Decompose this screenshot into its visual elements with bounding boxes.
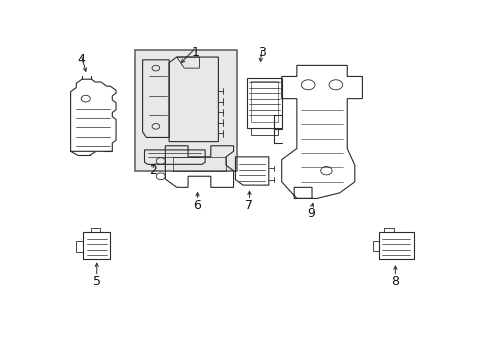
Text: 2: 2 — [148, 164, 157, 177]
Text: 3: 3 — [258, 46, 265, 59]
Text: 5: 5 — [93, 275, 101, 288]
Text: 6: 6 — [193, 199, 201, 212]
Bar — [384, 228, 393, 232]
Bar — [250, 81, 277, 122]
Text: 8: 8 — [390, 275, 399, 288]
Text: 4: 4 — [77, 53, 85, 66]
Bar — [135, 50, 237, 171]
Text: 7: 7 — [245, 199, 253, 212]
Bar — [173, 157, 225, 171]
Bar — [90, 228, 100, 232]
Text: 1: 1 — [191, 46, 199, 59]
Text: 9: 9 — [306, 207, 315, 220]
